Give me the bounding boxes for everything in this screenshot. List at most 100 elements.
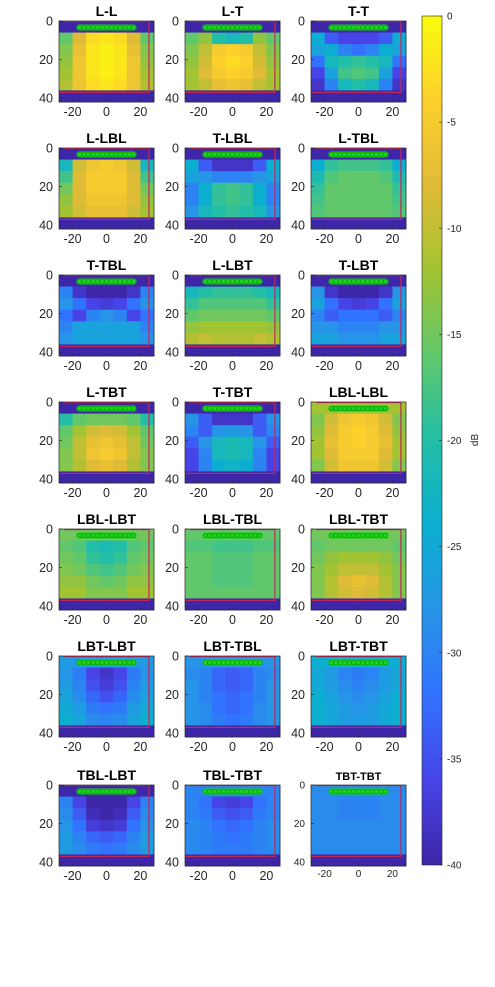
heatmap-cell (140, 797, 154, 809)
heatmap-cell (73, 33, 87, 45)
heatmap-panel: LBL-TBL-20 0 2002040 (165, 511, 280, 627)
heatmap-cell (325, 67, 339, 79)
heatmap-cell (113, 541, 127, 553)
heatmap-cell (185, 448, 199, 460)
heatmap-cell (140, 33, 154, 45)
heatmap-panel: LBL-TBT-20 0 2002040 (291, 511, 406, 627)
heatmap-cell (352, 414, 366, 426)
heatmap-cell (140, 333, 154, 345)
heatmap-cell (199, 79, 213, 91)
heatmap-cell (392, 402, 406, 414)
heatmap-cell (325, 56, 339, 68)
heatmap-cell (86, 194, 100, 206)
heatmap-panel: LBT-LBT -20 0 20 0 20 40 (39, 638, 154, 754)
heatmap-cell (212, 575, 226, 587)
heatmap-cell (140, 206, 154, 218)
heatmap-cell (311, 587, 325, 599)
heatmap-cell (338, 808, 352, 820)
heatmap-cell (86, 587, 100, 599)
heatmap-cell (239, 808, 253, 820)
heatmap-cell (266, 552, 280, 564)
heatmap-cell (379, 587, 393, 599)
heatmap-cell (253, 843, 267, 855)
y-tick-label: 20 (291, 561, 305, 575)
heatmap-cell (100, 820, 114, 832)
heatmap-cell (365, 310, 379, 322)
heatmap-cell (185, 171, 199, 183)
heatmap-cell (86, 820, 100, 832)
heatmap-cell (379, 797, 393, 809)
heatmap-cell (253, 414, 267, 426)
heatmap-cell (392, 148, 406, 160)
heatmap-cell (338, 425, 352, 437)
heatmap-cell (226, 33, 240, 45)
heatmap-cell (59, 79, 73, 91)
heatmap-cell (86, 298, 100, 310)
heatmap-cell (266, 33, 280, 45)
heatmap-cell (127, 67, 141, 79)
heatmap-cell (253, 587, 267, 599)
heatmap-cell (199, 310, 213, 322)
heatmap-cell (113, 287, 127, 299)
y-tick-label: 20 (39, 180, 53, 194)
y-tick-label: 0 (298, 142, 305, 156)
heatmap-cell (185, 552, 199, 564)
x-tick-label: -20 (64, 486, 82, 500)
heatmap-cell (239, 67, 253, 79)
heatmap-cell (100, 668, 114, 680)
heatmap-cell (365, 425, 379, 437)
colorbar-ticks: 0 -5 -10 -15 -20 -25 -30 -35 -40 (439, 12, 462, 872)
heatmap-cell (311, 183, 325, 195)
heatmap-cell (59, 206, 73, 218)
heatmap-cell (100, 843, 114, 855)
heatmap-cell (311, 679, 325, 691)
heatmap-cell (253, 714, 267, 726)
heatmap-cell (239, 56, 253, 68)
heatmap-cell (199, 541, 213, 553)
heatmap-cell (73, 808, 87, 820)
heatmap-cell (325, 691, 339, 703)
heatmap-cell (325, 575, 339, 587)
heatmap-cell (311, 797, 325, 809)
x-tick-label: -20 (317, 869, 332, 880)
heatmap-cell (199, 820, 213, 832)
heatmap-cell (212, 310, 226, 322)
heatmap-cell (140, 552, 154, 564)
heatmap-cell (212, 808, 226, 820)
x-tick-label: 0 (103, 105, 110, 119)
y-tick-label: 0 (46, 142, 53, 156)
x-tick-label: -20 (316, 105, 334, 119)
y-tick-label: 20 (294, 819, 306, 830)
y-tick-label: 20 (39, 307, 53, 321)
heatmap-cell (140, 171, 154, 183)
heatmap-panel: L-LBT-20 0 2002040 (165, 257, 280, 373)
heatmap-cell (266, 843, 280, 855)
x-tick-label: 20 (385, 740, 399, 754)
heatmap-cell (113, 575, 127, 587)
x-tick-label: -20 (64, 359, 82, 373)
heatmap-cell (100, 171, 114, 183)
heatmap-cell (212, 333, 226, 345)
heatmap-cell (338, 194, 352, 206)
heatmap-cell (100, 448, 114, 460)
heatmap-cell (379, 67, 393, 79)
heatmap-cell (59, 402, 73, 414)
heatmap-cell (113, 820, 127, 832)
heatmap-cell (100, 206, 114, 218)
colorbar-tick-label: -10 (447, 224, 462, 235)
heatmap-cell (253, 321, 267, 333)
y-tick-label: 40 (39, 219, 53, 233)
heatmap-cell (199, 44, 213, 56)
x-tick-label: 20 (259, 869, 273, 883)
x-tick-label: 20 (133, 232, 147, 246)
y-tick-label: 0 (172, 523, 179, 537)
heatmap-cell (185, 414, 199, 426)
heatmap-cell (239, 414, 253, 426)
heatmap-cell (392, 67, 406, 79)
y-tick-label: 0 (298, 650, 305, 664)
heatmap-cell (365, 541, 379, 553)
y-tick-label: 0 (46, 15, 53, 29)
heatmap-panels: L-L-20 0 2002040L-T-20 0 2002040T-T-20 0 20020… (39, 3, 406, 883)
heatmap-cell (100, 194, 114, 206)
heatmap-cell (59, 785, 73, 797)
